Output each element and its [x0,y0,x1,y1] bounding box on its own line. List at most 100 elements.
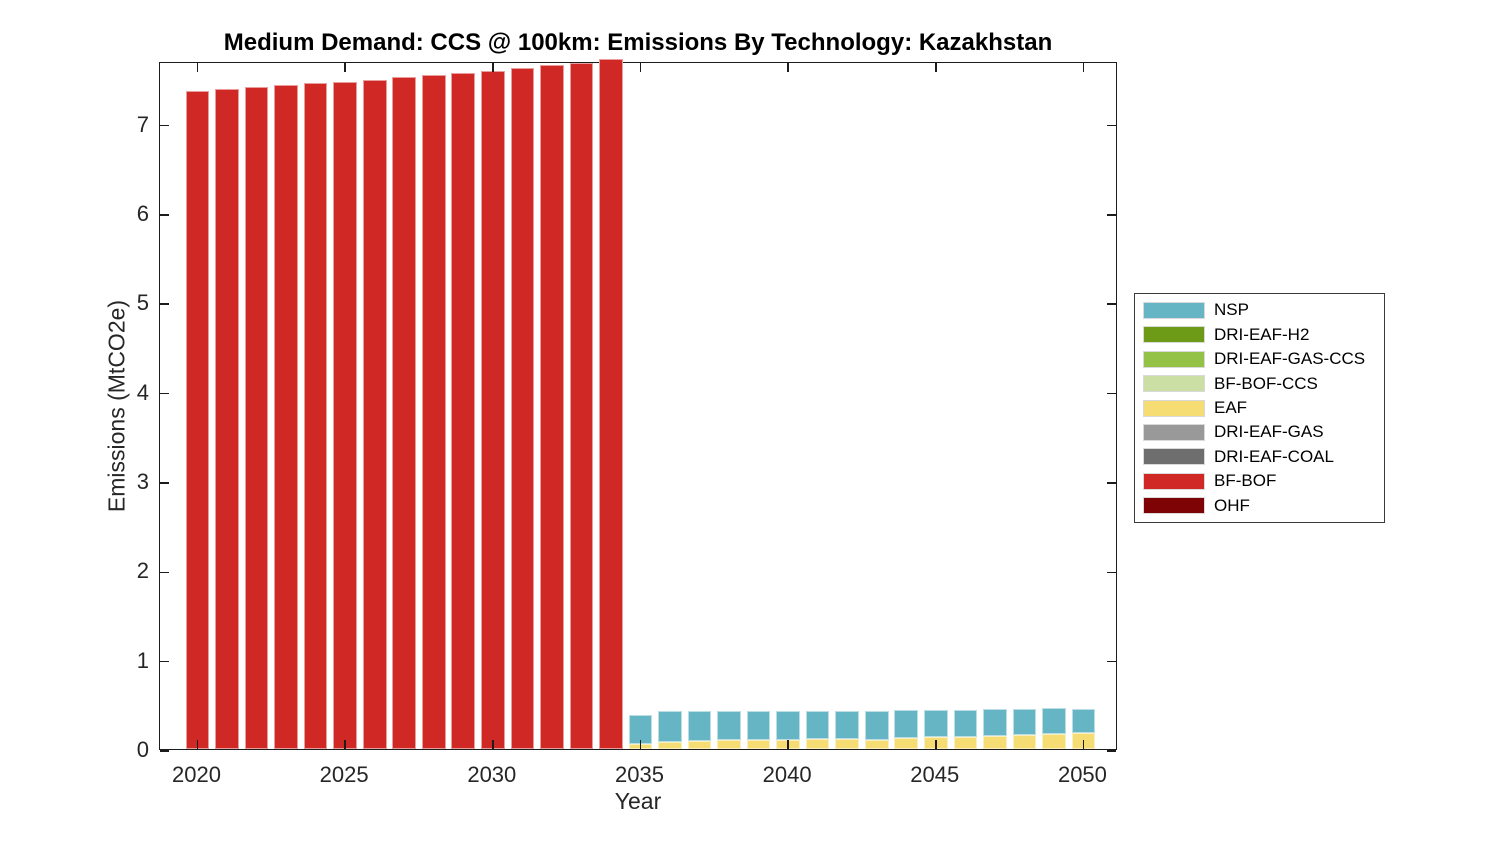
legend-item-label: OHF [1214,495,1250,515]
bar-segment-NSP-2041 [805,710,830,740]
bar-segment-NSP-2050 [1071,708,1096,733]
y-tick-label: 6 [136,200,149,226]
x-tick-label: 2045 [910,762,960,787]
legend-swatch-OHF [1143,497,1205,515]
x-tick-mark [787,63,789,72]
bar-segment-BF-BOF-2030 [481,70,505,749]
legend: NSP DRI-EAF-H2 DRI-EAF-GAS-CCS BF-BOF-CCS EA… [1134,293,1385,523]
y-tick-mark [1107,214,1116,216]
y-tick-label: 0 [136,737,149,762]
bar-segment-BF-BOF-2031 [510,68,535,749]
legend-item-NSP: NSP [1135,298,1384,322]
y-tick-mark [160,303,169,305]
y-tick-mark [1107,392,1116,395]
legend-item-label: EAF [1214,398,1248,417]
bar-segment-EAF-2042 [835,739,859,749]
plot-area [159,59,1117,752]
x-axis-label: Year [614,788,662,814]
bar-segment-NSP-2037 [687,710,712,741]
bar-segment-EAF-2043 [864,740,889,749]
legend-swatch-DRI-EAF-GAS-CCS [1143,350,1205,368]
legend-item-DRI-EAF-H2: DRI-EAF-H2 [1135,322,1384,346]
x-tick-mark [1082,63,1085,72]
bar-segment-EAF-2041 [805,739,830,749]
legend-item-label: NSP [1214,300,1249,320]
bar-segment-BF-BOF-2023 [274,85,298,749]
bar-segment-BF-BOF-2032 [540,65,564,749]
x-tick-mark [935,740,937,749]
legend-item-label: DRI-EAF-GAS [1214,422,1324,442]
legend-item-DRI-EAF-GAS: DRI-EAF-GAS [1135,420,1384,444]
bar-segment-BF-BOF-2022 [244,86,269,749]
legend-item-label: DRI-EAF-H2 [1214,324,1310,344]
x-tick-label: 2050 [1057,762,1107,787]
bar-segment-EAF-2039 [746,740,771,749]
bar-segment-BF-BOF-2025 [333,81,357,749]
x-tick-label: 2025 [319,762,369,787]
y-tick-mark [1107,660,1116,663]
bar-segment-EAF-2046 [953,736,978,749]
x-tick-mark [1082,740,1085,749]
bar-segment-EAF-2048 [1012,734,1037,749]
bar-segment-NSP-2043 [864,710,889,741]
legend-item-EAF: EAF [1135,396,1384,420]
y-tick-mark [1107,750,1116,752]
y-tick-mark [160,124,169,127]
x-tick-label: 2040 [762,762,812,787]
y-tick-mark [160,214,169,216]
bar-segment-NSP-2042 [835,710,859,740]
legend-swatch-NSP [1143,301,1205,319]
bar-segment-BF-BOF-2026 [362,79,387,749]
bar-segment-BF-BOF-2034 [599,59,623,749]
bar-segment-NSP-2049 [1042,707,1066,734]
bar-segment-EAF-2047 [983,735,1007,749]
bar-segment-NSP-2048 [1012,708,1037,735]
y-tick-mark [1107,571,1116,574]
x-tick-mark [639,740,642,749]
y-tick-mark [160,660,169,663]
legend-item-label: BF-BOF-CCS [1214,373,1318,393]
x-tick-mark [196,63,199,72]
bar-segment-NSP-2038 [717,710,741,741]
bar-segment-NSP-2036 [658,711,682,742]
legend-item-DRI-EAF-GAS-CCS: DRI-EAF-GAS-CCS [1135,347,1384,371]
x-tick-mark [492,740,494,749]
bar-segment-EAF-2037 [687,740,712,749]
bar-segment-BF-BOF-2024 [303,83,328,749]
legend-item-BF-BOF: BF-BOF [1135,469,1384,493]
y-tick-mark [1107,303,1116,305]
x-tick-mark [639,63,642,72]
legend-item-label: DRI-EAF-GAS-CCS [1214,349,1366,369]
y-tick-label: 5 [136,290,149,316]
x-tick-label: 2035 [614,762,664,787]
bar-segment-BF-BOF-2027 [392,77,417,749]
y-tick-mark [1107,482,1116,484]
bar-segment-EAF-2038 [717,740,741,749]
legend-swatch-EAF [1143,399,1205,417]
legend-item-BF-BOF-CCS: BF-BOF-CCS [1135,371,1384,395]
x-tick-mark [344,740,346,749]
legend-item-OHF: OHF [1135,494,1384,518]
legend-swatch-BF-BOF-CCS [1143,375,1205,393]
y-tick-label: 4 [136,379,149,405]
bar-segment-BF-BOF-2028 [421,75,446,749]
y-tick-mark [160,482,169,484]
bar-segment-EAF-2049 [1042,733,1066,749]
y-tick-mark [160,750,169,752]
y-tick-label: 3 [136,468,149,494]
legend-item-DRI-EAF-COAL: DRI-EAF-COAL [1135,445,1384,469]
bar-segment-EAF-2044 [894,738,919,749]
bar-segment-BF-BOF-2020 [185,90,210,749]
legend-swatch-DRI-EAF-COAL [1143,448,1205,466]
legend-item-label: DRI-EAF-COAL [1214,446,1334,466]
bar-segment-NSP-2046 [953,709,978,737]
y-tick-label: 7 [136,111,149,137]
y-tick-mark [160,392,169,395]
bar-segment-NSP-2047 [983,708,1007,736]
y-tick-label: 2 [136,558,149,584]
x-tick-label: 2030 [467,762,517,787]
bar-segment-NSP-2040 [776,710,800,741]
bar-segment-BF-BOF-2029 [451,72,476,749]
x-tick-mark [492,63,494,72]
bar-segment-NSP-2044 [894,709,919,739]
